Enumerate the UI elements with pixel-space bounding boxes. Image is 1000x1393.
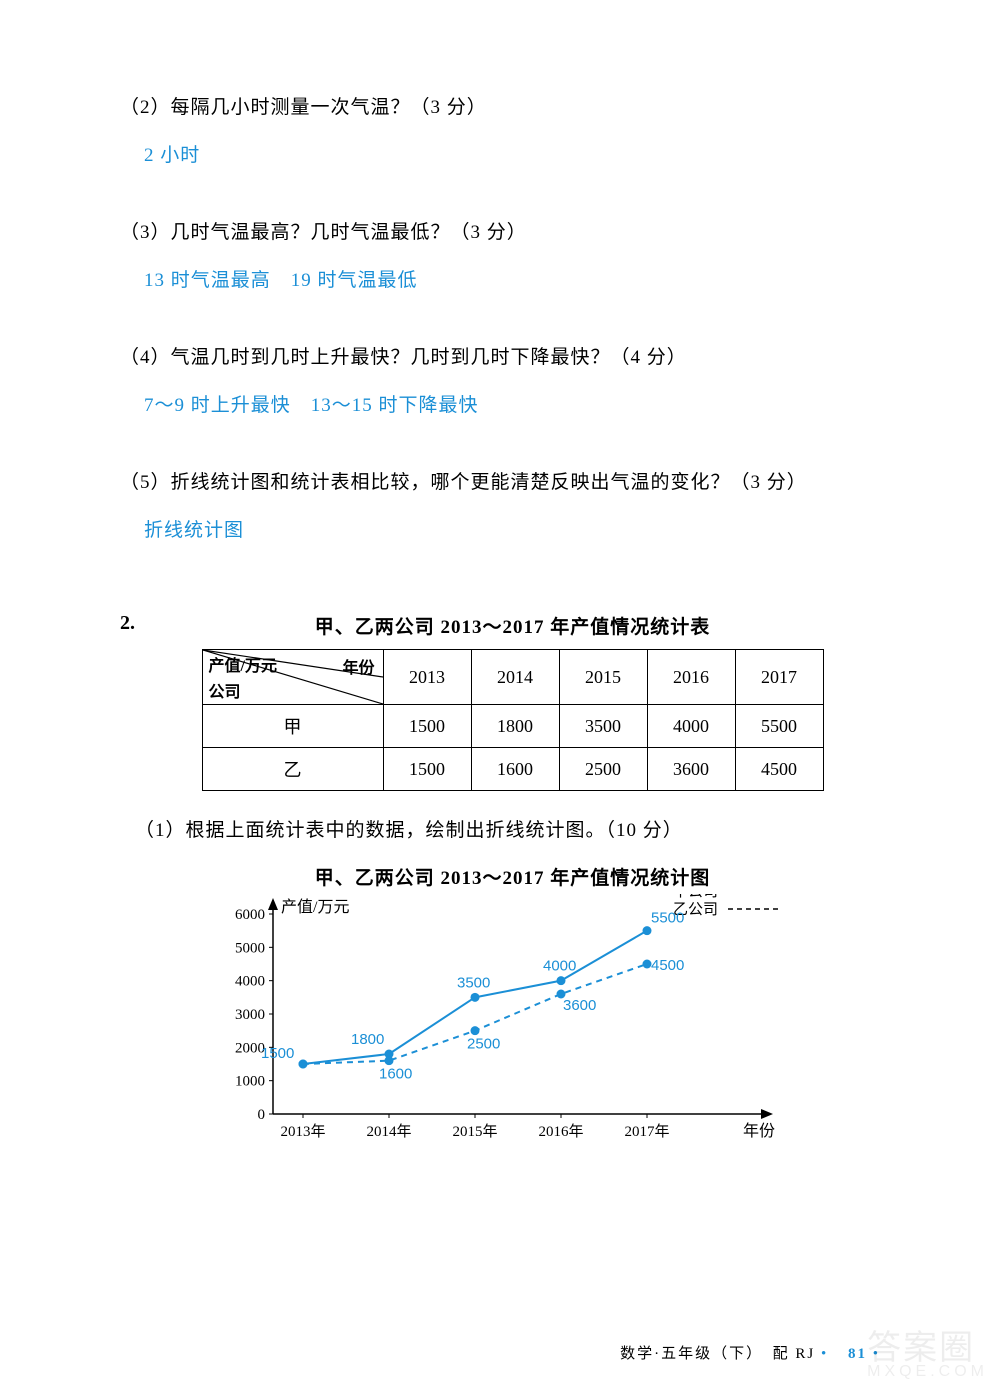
svg-text:1500: 1500 (261, 1045, 294, 1062)
question-block: （4）气温几时到几时上升最快？几时到几时下降最快？（4 分） 7～9 时上升最快 … (120, 340, 890, 417)
question-text: （2）每隔几小时测量一次气温？（3 分） (120, 90, 890, 126)
svg-text:1600: 1600 (379, 1066, 412, 1083)
question-text: （3）几时气温最高？几时气温最低？（3 分） (120, 215, 890, 251)
question-block: （5）折线统计图和统计表相比较，哪个更能清楚反映出气温的变化？（3 分） 折线统计… (120, 465, 890, 542)
svg-text:5500: 5500 (651, 910, 684, 927)
table-cell: 4000 (647, 705, 735, 748)
diag-bottom-left: 公司 (209, 678, 241, 702)
svg-text:4500: 4500 (651, 957, 684, 974)
table-cell: 3500 (559, 705, 647, 748)
question-text: （5）折线统计图和统计表相比较，哪个更能清楚反映出气温的变化？（3 分） (120, 465, 890, 501)
table-cell: 1500 (383, 705, 471, 748)
answer-text: 13 时气温最高 19 时气温最低 (144, 265, 890, 292)
table-cell: 5500 (735, 705, 823, 748)
page-number: 81 (848, 1346, 867, 1363)
svg-text:2017年: 2017年 (624, 1123, 669, 1140)
svg-text:甲公司: 甲公司 (673, 894, 718, 900)
page-root: （2）每隔几小时测量一次气温？（3 分） 2 小时 （3）几时气温最高？几时气温最低… (0, 0, 1000, 1239)
table-title: 甲、乙两公司 2013～2017 年产值情况统计表 (135, 612, 890, 639)
chart-title: 甲、乙两公司 2013～2017 年产值情况统计图 (135, 863, 890, 890)
svg-text:2500: 2500 (467, 1036, 500, 1053)
watermark: 答案圈 MXQE.COM (867, 1320, 988, 1381)
table-cell: 3600 (647, 748, 735, 791)
section-2: 2. 甲、乙两公司 2013～2017 年产值情况统计表 产值/万元 (120, 612, 890, 1199)
footer-text: 数学·五年级（下） 配 RJ (620, 1346, 815, 1362)
answer-text: 7～9 时上升最快 13～15 时下降最快 (144, 390, 890, 417)
table-cell: 4500 (735, 748, 823, 791)
svg-text:年份: 年份 (743, 1122, 775, 1140)
svg-text:5000: 5000 (235, 941, 265, 957)
svg-text:1800: 1800 (351, 1031, 384, 1048)
data-table: 产值/万元 年份 公司 20132014201520162017 甲150018… (202, 649, 824, 791)
diag-top-left: 产值/万元 (209, 652, 277, 676)
svg-text:4000: 4000 (543, 958, 576, 975)
question-block: （2）每隔几小时测量一次气温？（3 分） 2 小时 (120, 90, 890, 167)
svg-text:4000: 4000 (235, 974, 265, 990)
table-header-diagonal: 产值/万元 年份 公司 (203, 650, 383, 704)
svg-text:产值/万元: 产值/万元 (281, 898, 349, 916)
svg-text:2015年: 2015年 (452, 1123, 497, 1140)
svg-text:3600: 3600 (563, 997, 596, 1014)
svg-text:3500: 3500 (457, 975, 490, 992)
question-text: （4）气温几时到几时上升最快？几时到几时下降最快？（4 分） (120, 340, 890, 376)
svg-text:1000: 1000 (235, 1074, 265, 1090)
line-chart: 01000200030004000500060002013年2014年2015年… (203, 894, 823, 1199)
svg-text:0: 0 (257, 1107, 265, 1123)
svg-text:2016年: 2016年 (538, 1123, 583, 1140)
answer-text: 折线统计图 (144, 515, 890, 542)
svg-text:3000: 3000 (235, 1007, 265, 1023)
sub-question-1: （1）根据上面统计表中的数据，绘制出折线统计图。（10 分） (135, 813, 890, 849)
table-cell: 1500 (383, 748, 471, 791)
svg-text:2013年: 2013年 (280, 1123, 325, 1140)
table-cell: 1600 (471, 748, 559, 791)
answer-text: 2 小时 (144, 140, 890, 167)
svg-text:6000: 6000 (235, 907, 265, 923)
page-footer: 数学·五年级（下） 配 RJ • 81 • (620, 1342, 880, 1363)
svg-text:2014年: 2014年 (366, 1123, 411, 1140)
table-cell: 1800 (471, 705, 559, 748)
question-block: （3）几时气温最高？几时气温最低？（3 分） 13 时气温最高 19 时气温最低 (120, 215, 890, 292)
table-cell: 2500 (559, 748, 647, 791)
diag-top-right: 年份 (342, 654, 374, 678)
section-number: 2. (120, 612, 135, 635)
